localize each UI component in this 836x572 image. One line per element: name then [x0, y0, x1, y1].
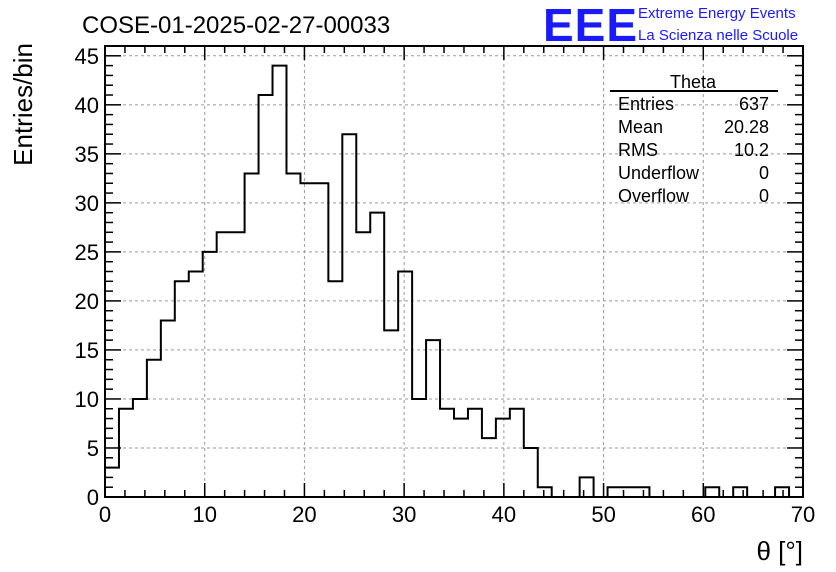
axes	[104, 45, 804, 498]
y-tick-label: 0	[87, 485, 99, 510]
x-tick-label: 50	[591, 502, 615, 527]
y-tick-label: 25	[75, 240, 99, 265]
stats-box-name: Theta	[670, 72, 717, 92]
stats-value-overflow: 0	[759, 186, 769, 206]
x-tick-label: 10	[192, 502, 216, 527]
grid	[105, 46, 803, 497]
y-axis-tick-labels: 0 5 10 15 20 25 30 35 40 45	[75, 44, 99, 510]
x-axis-title: θ [°]	[756, 536, 803, 566]
y-tick-label: 30	[75, 191, 99, 216]
histogram-step-line	[104, 64, 803, 498]
y-tick-label: 20	[75, 289, 99, 314]
y-tick-label: 15	[75, 338, 99, 363]
x-tick-label: 70	[791, 502, 815, 527]
stats-value-rms: 10.2	[734, 140, 769, 160]
stats-value-mean: 20.28	[724, 117, 769, 137]
stats-label-entries: Entries	[618, 94, 674, 114]
stats-box: Theta Entries 637 Mean 20.28 RMS 10.2 Un…	[610, 72, 778, 206]
x-axis-tick-labels: 0 10 20 30 40 50 60 70	[99, 502, 815, 527]
stats-value-entries: 637	[739, 94, 769, 114]
y-tick-label: 40	[75, 93, 99, 118]
eee-logo-line2: La Scienza nelle Scuole	[638, 27, 798, 44]
x-tick-label: 20	[292, 502, 316, 527]
y-axis-title: Entries/bin	[8, 43, 38, 166]
chart-title: COSE-01-2025-02-27-00033	[82, 12, 390, 39]
x-tick-label: 30	[392, 502, 416, 527]
y-tick-label: 45	[75, 44, 99, 69]
stats-label-rms: RMS	[618, 140, 658, 160]
eee-logo-line1: Extreme Energy Events	[638, 5, 796, 22]
eee-logo-mark: EEE	[543, 0, 638, 51]
x-tick-label: 40	[492, 502, 516, 527]
x-tick-label: 60	[691, 502, 715, 527]
stats-label-mean: Mean	[618, 117, 663, 137]
eee-logo: EEE Extreme Energy Events La Scienza nel…	[543, 0, 798, 51]
y-tick-label: 35	[75, 142, 99, 167]
x-tick-label: 0	[99, 502, 111, 527]
y-tick-label: 5	[87, 436, 99, 461]
plot-frame	[104, 45, 804, 498]
stats-label-overflow: Overflow	[618, 186, 690, 206]
stats-value-underflow: 0	[759, 163, 769, 183]
y-tick-label: 10	[75, 387, 99, 412]
stats-label-underflow: Underflow	[618, 163, 700, 183]
